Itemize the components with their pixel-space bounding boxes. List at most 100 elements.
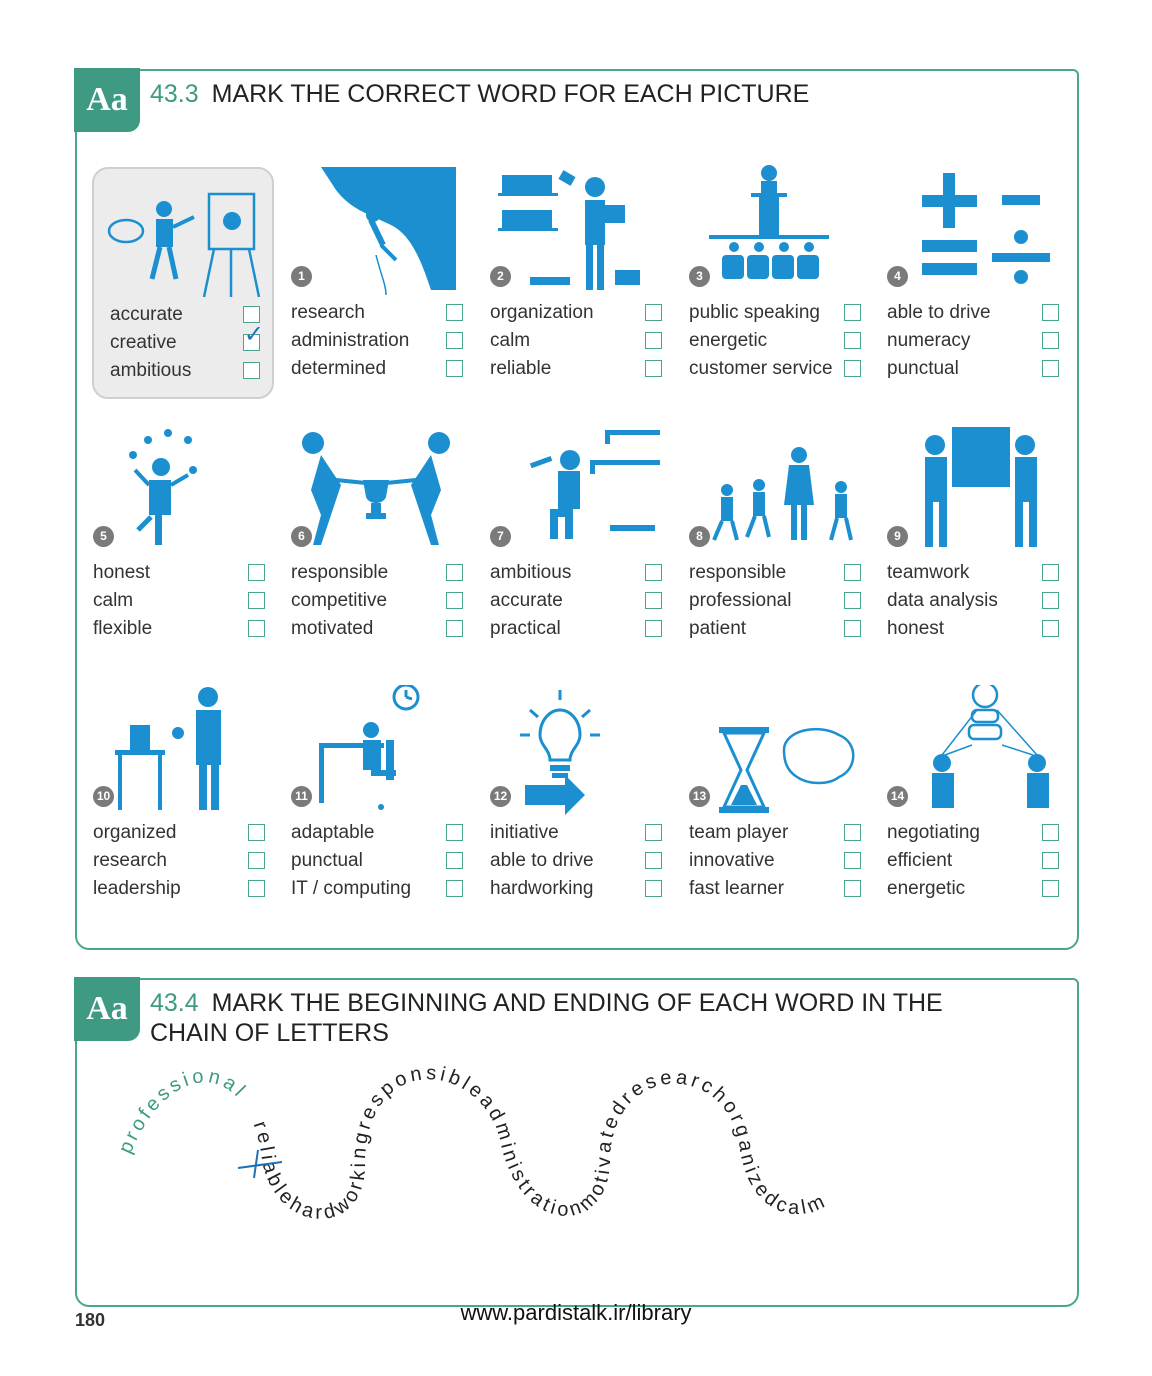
exercise-item: 5 honest calm flexible [93, 425, 271, 665]
option-checkbox[interactable] [446, 824, 463, 841]
option-row: efficient [887, 847, 1059, 875]
option-checkbox[interactable] [844, 332, 861, 349]
option-checkbox[interactable] [645, 332, 662, 349]
option-label: able to drive [887, 302, 991, 323]
checkmark-icon: ✓ [243, 321, 264, 348]
option-checkbox[interactable] [645, 360, 662, 377]
option-checkbox[interactable] [446, 620, 463, 637]
option-label: fast learner [689, 878, 785, 899]
item-number-badge: 4 [887, 266, 908, 287]
letter-chain-letters: reliablehardworkingresponsibleadministra… [249, 1062, 828, 1224]
option-checkbox[interactable] [645, 824, 662, 841]
option-checkbox[interactable] [1042, 304, 1059, 321]
option-checkbox[interactable] [844, 564, 861, 581]
option-label: responsible [689, 562, 787, 583]
option-checkbox[interactable] [248, 592, 265, 609]
option-list: organized research leadership [93, 819, 265, 903]
option-checkbox[interactable] [844, 852, 861, 869]
item-number-badge: 10 [93, 786, 114, 807]
option-label: able to drive [490, 850, 594, 871]
option-checkbox[interactable] [248, 852, 265, 869]
option-row: teamwork [887, 559, 1059, 587]
option-checkbox[interactable] [446, 304, 463, 321]
option-checkbox[interactable] [1042, 592, 1059, 609]
option-checkbox[interactable] [1042, 852, 1059, 869]
option-checkbox[interactable] [446, 332, 463, 349]
option-checkbox[interactable] [446, 592, 463, 609]
option-label: accurate [110, 304, 183, 325]
option-checkbox[interactable] [844, 880, 861, 897]
option-row: flexible [93, 615, 265, 643]
exercise-title: MARK THE CORRECT WORD FOR EACH PICTURE [211, 80, 810, 108]
option-row: customer service [689, 355, 861, 383]
option-checkbox[interactable] [844, 360, 861, 377]
option-checkbox[interactable] [645, 304, 662, 321]
option-checkbox[interactable] [844, 824, 861, 841]
option-checkbox[interactable] [645, 620, 662, 637]
item-number-badge: 6 [291, 526, 312, 547]
option-checkbox[interactable] [645, 880, 662, 897]
example-item: accurate creative ✓ ambitious [92, 167, 274, 399]
option-checkbox[interactable] [1042, 332, 1059, 349]
option-checkbox[interactable] [844, 592, 861, 609]
item-number-badge: 1 [291, 266, 312, 287]
divider-mark[interactable] [253, 1149, 259, 1179]
divider-mark[interactable] [237, 1161, 283, 1169]
option-checkbox[interactable] [645, 564, 662, 581]
item-number-badge: 11 [291, 786, 312, 807]
option-label: reliable [490, 358, 552, 379]
option-checkbox[interactable] [243, 334, 260, 351]
option-checkbox[interactable] [446, 564, 463, 581]
option-checkbox[interactable] [248, 880, 265, 897]
option-checkbox[interactable] [446, 852, 463, 869]
option-label: punctual [291, 850, 363, 871]
option-checkbox[interactable] [243, 306, 260, 323]
option-row: leadership [93, 875, 265, 903]
rock-climber-icon [321, 167, 456, 295]
option-checkbox[interactable] [243, 362, 260, 379]
option-checkbox[interactable] [1042, 620, 1059, 637]
exercise-item: 14 negotiating efficient energetic [887, 685, 1065, 925]
option-label: practical [490, 618, 561, 639]
item-number-badge: 13 [689, 786, 710, 807]
item-number-badge: 8 [689, 526, 710, 547]
option-row: able to drive [490, 847, 662, 875]
option-checkbox[interactable] [844, 620, 861, 637]
option-row: data analysis [887, 587, 1059, 615]
option-row: initiative [490, 819, 662, 847]
option-row: fast learner [689, 875, 861, 903]
tug-of-war-trophy-icon [302, 432, 450, 545]
option-checkbox[interactable] [1042, 880, 1059, 897]
option-checkbox[interactable] [844, 304, 861, 321]
exercise-item: 3 public speaking energetic customer servic… [689, 165, 867, 405]
option-checkbox[interactable] [1042, 564, 1059, 581]
option-label: responsible [291, 562, 389, 583]
option-checkbox[interactable] [248, 620, 265, 637]
example-word-text: professional [114, 1065, 248, 1157]
option-checkbox[interactable] [1042, 360, 1059, 377]
option-label: organization [490, 302, 594, 323]
option-checkbox[interactable] [645, 592, 662, 609]
exercise-item: 12 initiative able to drive hardworking [490, 685, 668, 925]
option-row: responsible [689, 559, 861, 587]
letter-chain-text: reliablehardworkingresponsibleadministra… [249, 1062, 831, 1224]
option-label: data analysis [887, 590, 998, 611]
option-checkbox[interactable] [446, 880, 463, 897]
option-checkbox[interactable] [248, 824, 265, 841]
option-label: negotiating [887, 822, 980, 843]
option-list: ambitious accurate practical [490, 559, 662, 643]
option-label: competitive [291, 590, 388, 611]
option-label: administration [291, 330, 410, 351]
negotiation-icon [932, 685, 1049, 808]
footer-url[interactable]: www.pardistalk.ir/library [460, 1300, 692, 1325]
option-checkbox[interactable] [1042, 824, 1059, 841]
option-label: numeracy [887, 330, 971, 351]
option-checkbox[interactable] [248, 564, 265, 581]
option-checkbox[interactable] [446, 360, 463, 377]
option-label: punctual [887, 358, 959, 379]
option-checkbox[interactable] [645, 852, 662, 869]
option-row: responsible [291, 559, 463, 587]
option-row: administration [291, 327, 463, 355]
item-number-badge: 3 [689, 266, 710, 287]
item-number-badge: 9 [887, 526, 908, 547]
